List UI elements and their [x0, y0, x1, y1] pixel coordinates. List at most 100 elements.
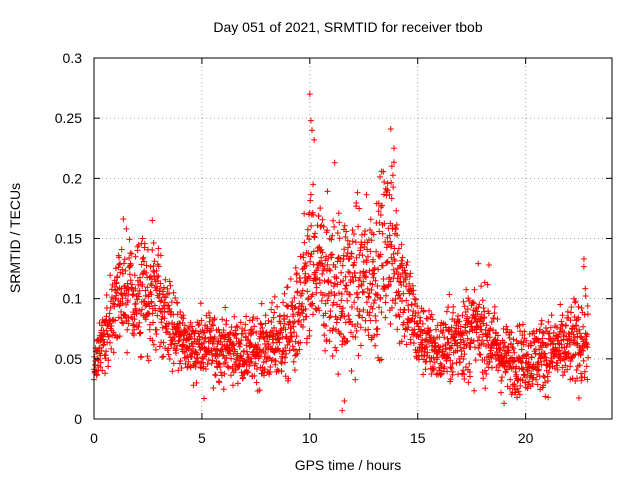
data-point [255, 341, 262, 348]
data-point [138, 261, 145, 268]
data-point [483, 322, 490, 329]
data-point [312, 230, 319, 237]
data-point [464, 313, 471, 320]
data-point [130, 321, 137, 328]
data-point [424, 349, 431, 356]
data-point [107, 272, 114, 279]
data-point [139, 281, 146, 288]
data-point [572, 299, 579, 306]
data-point [464, 305, 471, 312]
data-point [524, 351, 531, 358]
data-point [528, 354, 535, 361]
data-point [519, 332, 526, 339]
data-point [512, 389, 519, 396]
data-point [159, 324, 166, 331]
data-point [377, 251, 384, 258]
data-point [409, 312, 416, 319]
data-point [367, 216, 374, 223]
data-point [251, 372, 258, 379]
data-point [103, 348, 110, 355]
data-point [361, 289, 368, 296]
data-point [132, 253, 139, 260]
data-point [584, 331, 591, 338]
data-point [364, 285, 371, 292]
data-point [583, 363, 590, 370]
data-point [340, 252, 347, 259]
data-point [501, 339, 508, 346]
data-point [282, 326, 289, 333]
data-point [553, 362, 560, 369]
data-point [578, 377, 585, 384]
data-point [445, 304, 452, 311]
data-point [284, 342, 291, 349]
data-point [429, 316, 436, 323]
data-point [507, 376, 514, 383]
data-point [108, 345, 115, 352]
data-point [320, 223, 327, 230]
data-point [475, 304, 482, 311]
data-point [467, 340, 474, 347]
data-point [460, 298, 467, 305]
data-point [244, 351, 251, 358]
data-point [386, 232, 393, 239]
data-point [410, 287, 417, 294]
data-point [547, 324, 554, 331]
data-point [153, 283, 160, 290]
data-point [379, 262, 386, 269]
data-point [441, 363, 448, 370]
data-point [250, 314, 257, 321]
data-point [299, 310, 306, 317]
data-point [304, 226, 311, 233]
data-point [244, 369, 251, 376]
data-point [329, 232, 336, 239]
data-point [265, 317, 272, 324]
data-point [120, 215, 127, 222]
data-point [350, 230, 357, 237]
data-point [321, 278, 328, 285]
data-point [241, 327, 248, 334]
data-point [460, 337, 467, 344]
data-point [212, 372, 219, 379]
data-point [344, 297, 351, 304]
y-axis-label: SRMTID / TECUs [7, 183, 23, 293]
data-point [281, 290, 288, 297]
data-point [286, 347, 293, 354]
data-point [108, 286, 115, 293]
data-point [454, 312, 461, 319]
data-point [376, 219, 383, 226]
data-point [281, 320, 288, 327]
data-point [538, 361, 545, 368]
data-point [510, 345, 517, 352]
data-point [495, 367, 502, 374]
data-point [231, 313, 238, 320]
data-point [403, 341, 410, 348]
data-point [158, 297, 165, 304]
data-point [210, 322, 217, 329]
data-point [352, 334, 359, 341]
data-point [316, 307, 323, 314]
data-point [293, 333, 300, 340]
data-point [517, 382, 524, 389]
data-point [306, 91, 313, 98]
data-point [126, 271, 133, 278]
data-point [139, 235, 146, 242]
data-point [471, 387, 478, 394]
data-point [322, 310, 329, 317]
data-point [121, 256, 128, 263]
data-point [258, 321, 265, 328]
data-point [444, 368, 451, 375]
data-point [484, 337, 491, 344]
data-point [175, 325, 182, 332]
data-point [480, 305, 487, 312]
data-point [126, 254, 133, 261]
data-point [147, 273, 154, 280]
data-point [505, 347, 512, 354]
data-point [278, 360, 285, 367]
data-point [123, 225, 130, 232]
data-point [529, 380, 536, 387]
data-point [293, 278, 300, 285]
data-point [285, 375, 292, 382]
data-point [517, 358, 524, 365]
y-tick-label: 0.05 [55, 351, 82, 367]
data-point [439, 329, 446, 336]
